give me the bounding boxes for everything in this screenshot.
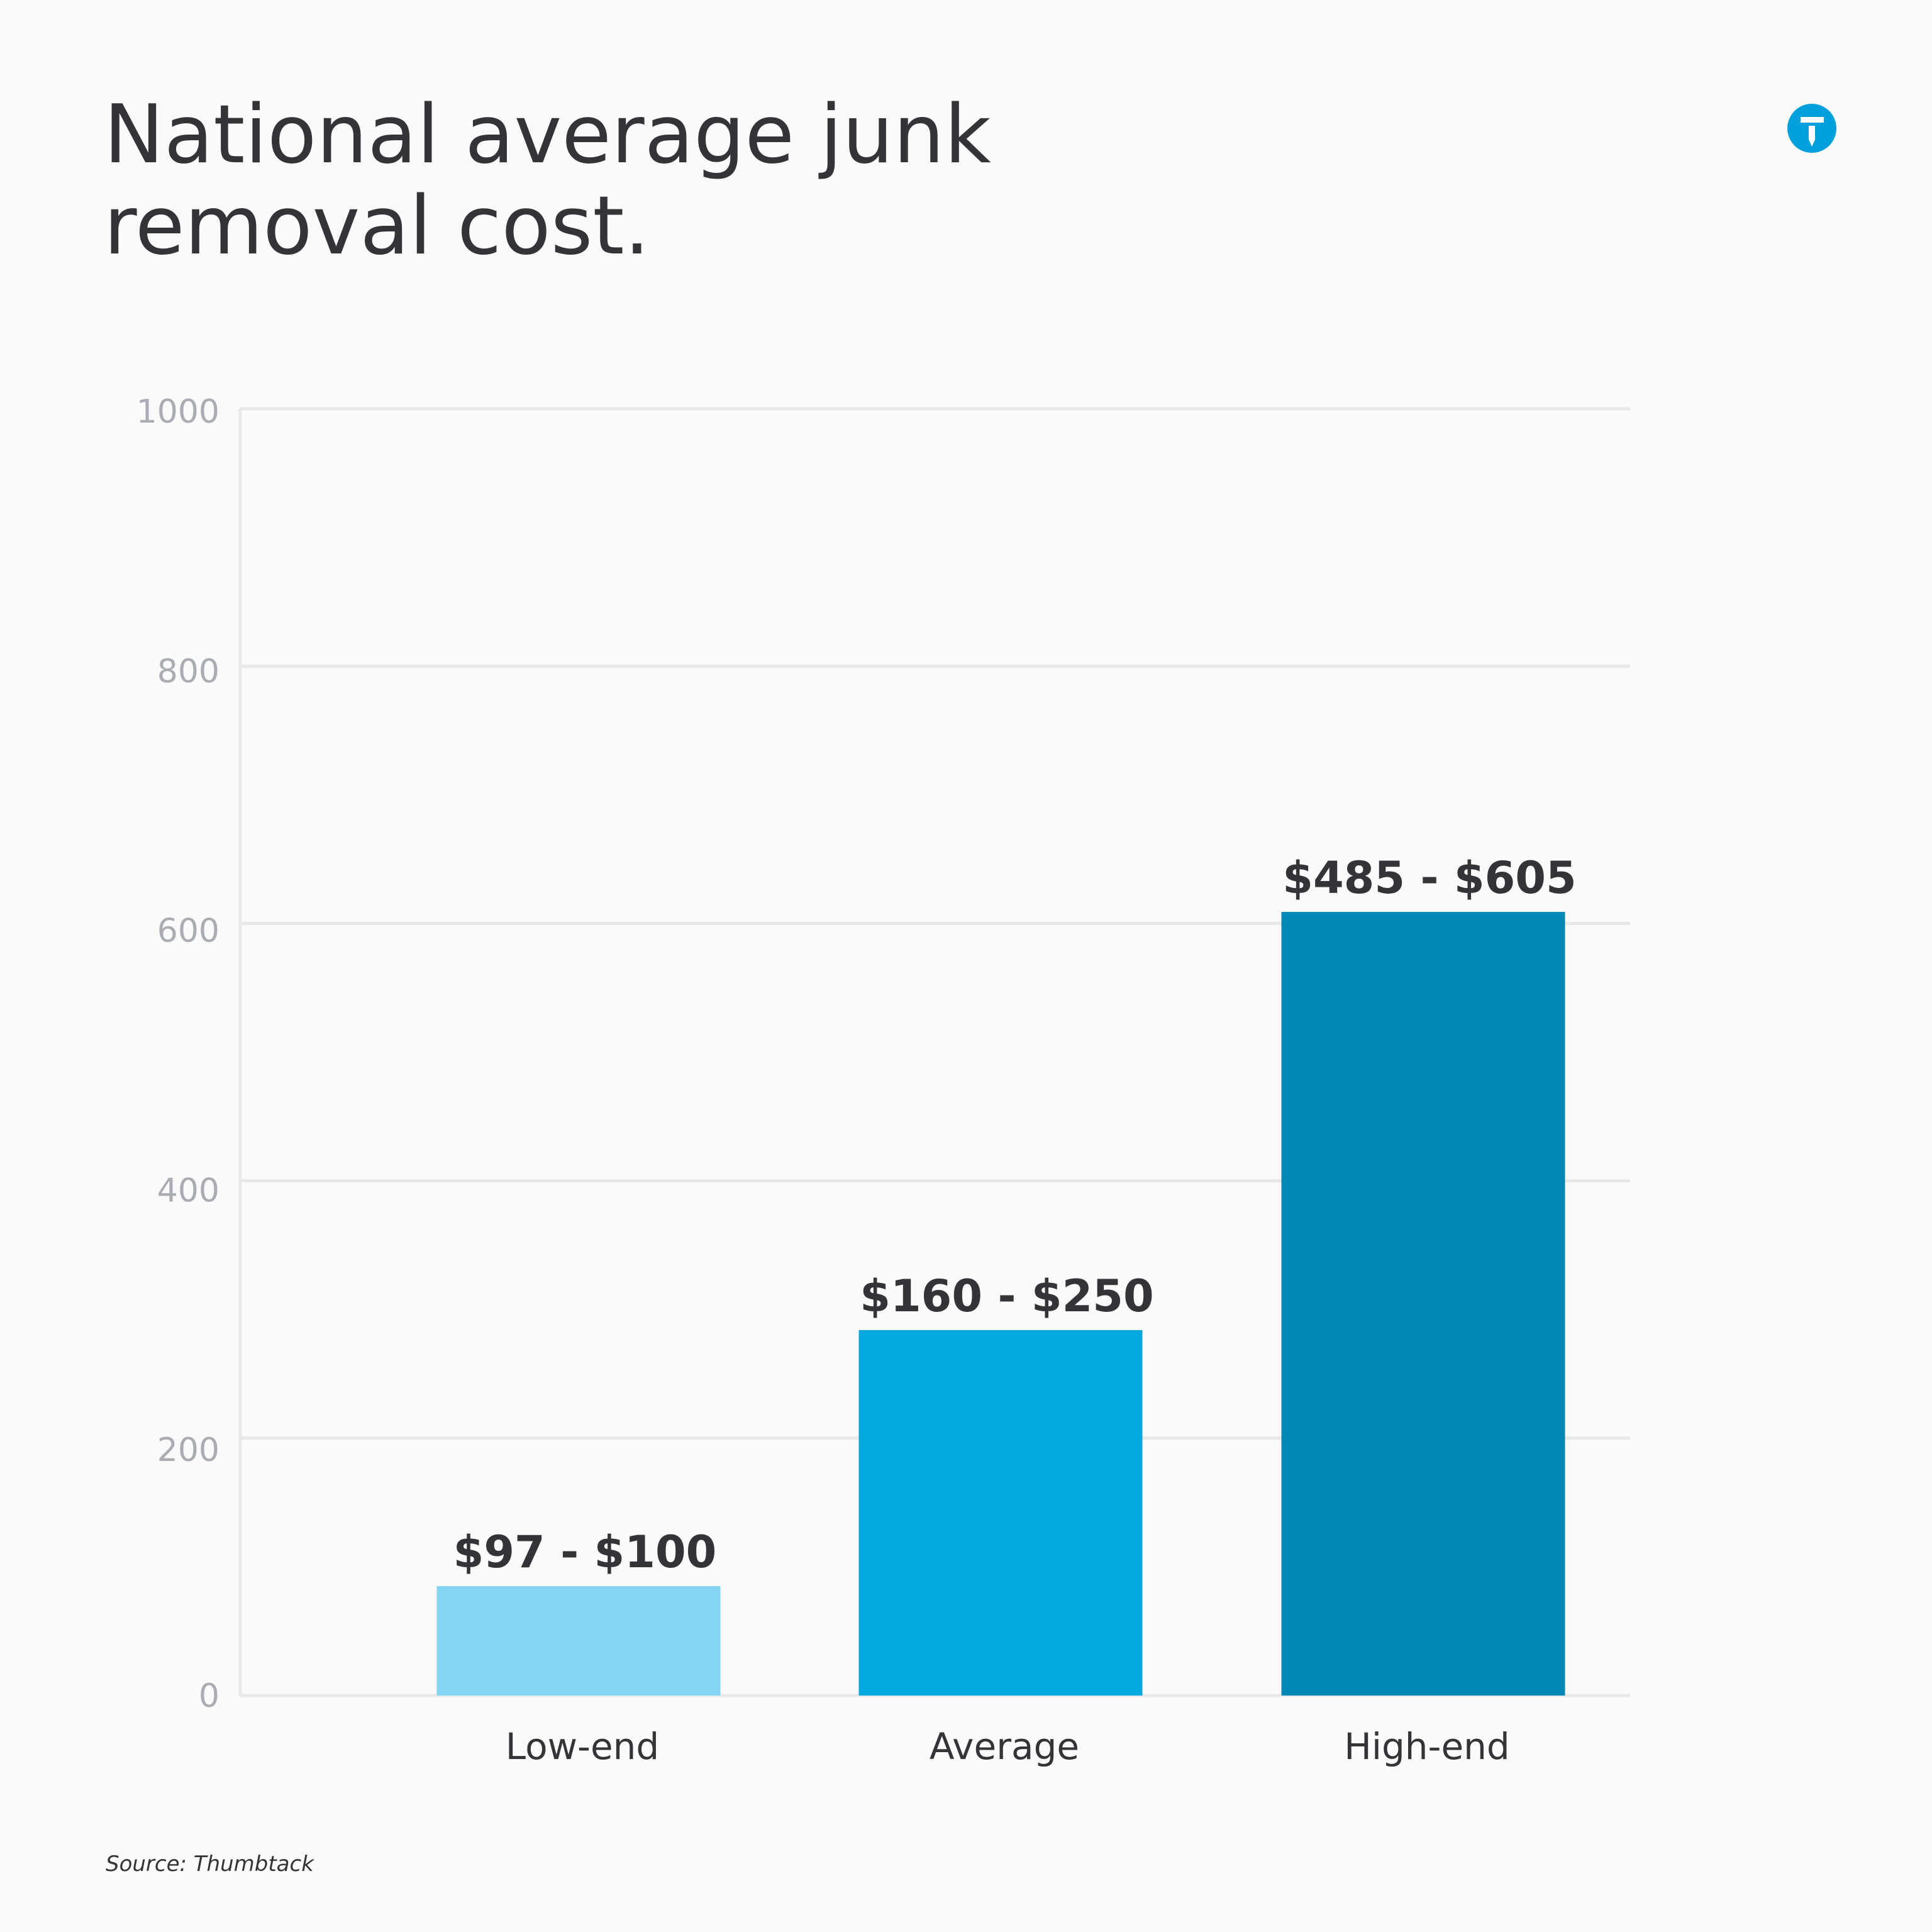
y-tick-label: 800 [157,653,219,691]
data-label: $485 - $605 [1282,852,1576,904]
x-tick-label: High-end [1344,1725,1510,1768]
bar-low-end [436,1586,721,1696]
chart-title-line-1: National average junk [104,88,991,182]
thumbtack-logo-icon [1787,104,1836,153]
bar-high-end [1281,911,1565,1696]
data-labels: $97 - $100 $160 - $250 $485 - $605 [453,852,1577,1578]
source-note: Source: Thumbtack [106,1852,314,1877]
bar-average [858,1330,1143,1696]
y-tick-label: 0 [199,1677,219,1715]
y-tick-label: 1000 [136,393,219,431]
y-tick-label: 200 [157,1431,219,1469]
data-label: $97 - $100 [453,1526,717,1578]
chart-title: National average junk removal cost. [104,88,1016,273]
bars [436,911,1565,1696]
x-tick-label: Low-end [506,1725,659,1768]
y-tick-label: 600 [157,913,219,950]
y-tick-label: 400 [157,1172,219,1209]
x-tick-label: Average [930,1725,1079,1768]
data-label: $160 - $250 [860,1270,1153,1322]
x-axis: Low-end Average High-end [506,1725,1510,1768]
chart-title-line-2: removal cost. [104,179,650,273]
y-axis: 0 200 400 600 800 1000 [136,393,219,1715]
